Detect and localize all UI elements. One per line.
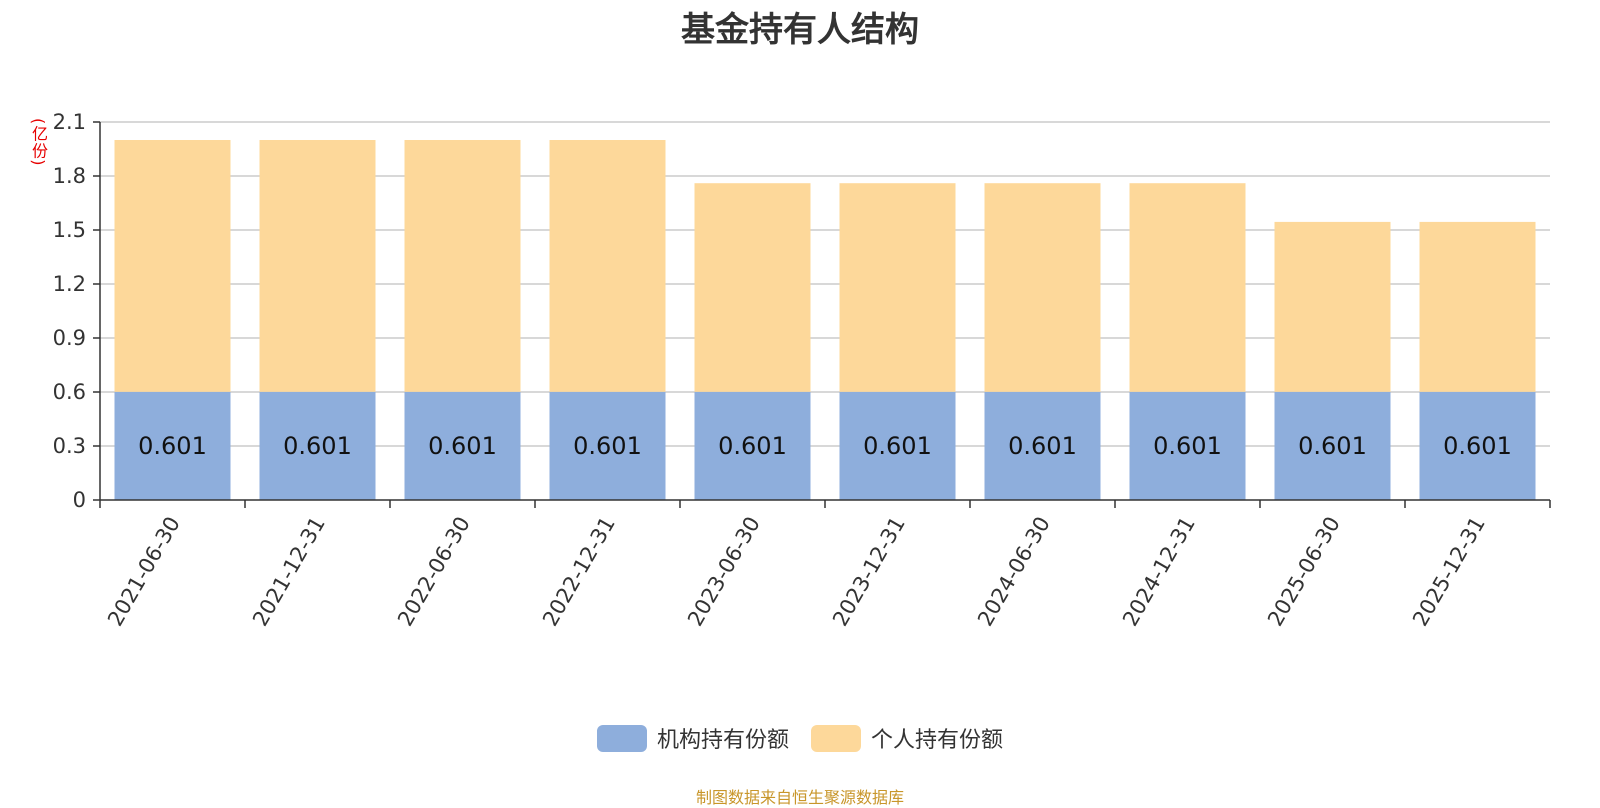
y-axis-unit-label: (亿份) (29, 118, 48, 167)
bar-institutional[interactable] (114, 391, 231, 500)
x-tick-label: 2022-06-30 (393, 513, 475, 631)
bar-individual[interactable] (984, 183, 1101, 392)
x-tick-label: 2021-12-31 (248, 513, 330, 631)
bar-value-label: 0.601 (1153, 432, 1222, 460)
bar-institutional[interactable] (839, 391, 956, 500)
bar-value-label: 0.601 (1443, 432, 1512, 460)
y-tick-label: 1.5 (53, 218, 86, 242)
bar-individual[interactable] (1419, 221, 1536, 392)
bar-value-label: 0.601 (718, 432, 787, 460)
bars: 0.601 0.601 0.601 0.601 0.601 0.601 0.601 0.601… (114, 140, 1536, 500)
bar-individual[interactable] (839, 183, 956, 392)
bar-institutional[interactable] (694, 391, 811, 500)
y-tick-label: 1.2 (53, 272, 86, 296)
bar-institutional[interactable] (1419, 391, 1536, 500)
x-tick-label: 2022-12-31 (538, 513, 620, 631)
legend-item-institutional[interactable]: 机构持有份额 (596, 722, 789, 754)
x-tick-label: 2023-06-30 (683, 513, 765, 631)
bar-value-label: 0.601 (573, 432, 642, 460)
x-tick-label: 2024-12-31 (1118, 513, 1200, 631)
y-tick-label: 2.1 (53, 110, 86, 134)
bar-institutional[interactable] (1274, 391, 1391, 500)
legend: 机构持有份额 个人持有份额 (0, 722, 1600, 754)
bar-individual[interactable] (404, 140, 521, 392)
x-tick-label: 2021-06-30 (103, 513, 185, 631)
bar-value-label: 0.601 (428, 432, 497, 460)
bar-value-label: 0.601 (863, 432, 932, 460)
bar-institutional[interactable] (259, 391, 376, 500)
legend-swatch-institutional (596, 724, 647, 752)
y-tick-label: 0 (73, 488, 86, 512)
bar-value-label: 0.601 (1008, 432, 1077, 460)
bar-individual[interactable] (1274, 221, 1391, 392)
bar-individual[interactable] (114, 140, 231, 392)
bar-value-label: 0.601 (1298, 432, 1367, 460)
legend-label-institutional: 机构持有份额 (656, 728, 789, 753)
y-tick-label: 0.9 (53, 326, 86, 350)
x-tick-label: 2025-12-31 (1408, 513, 1490, 631)
bar-value-label: 0.601 (283, 432, 352, 460)
bar-individual[interactable] (694, 183, 811, 392)
bar-individual[interactable] (549, 140, 666, 392)
bar-individual[interactable] (1129, 183, 1246, 392)
x-tick-label: 2025-06-30 (1263, 513, 1345, 631)
y-tick-label: 0.6 (53, 380, 86, 404)
data-source-note: 制图数据来自恒生聚源数据库 (695, 788, 904, 807)
x-tick-label: 2023-12-31 (828, 513, 910, 631)
bar-institutional[interactable] (984, 391, 1101, 500)
bar-individual[interactable] (259, 140, 376, 392)
legend-label-individual: 个人持有份额 (871, 728, 1004, 753)
y-tick-label: 1.8 (53, 164, 86, 188)
legend-swatch-individual (811, 724, 861, 752)
legend-item-individual[interactable]: 个人持有份额 (811, 722, 1003, 754)
y-tick-label: 0.3 (53, 434, 86, 458)
chart-title: 基金持有人结构 (681, 10, 919, 50)
bar-institutional[interactable] (404, 391, 521, 500)
bar-institutional[interactable] (1129, 391, 1246, 500)
x-tick-label: 2024-06-30 (973, 513, 1055, 631)
bar-value-label: 0.601 (138, 432, 207, 460)
bar-institutional[interactable] (549, 391, 666, 500)
